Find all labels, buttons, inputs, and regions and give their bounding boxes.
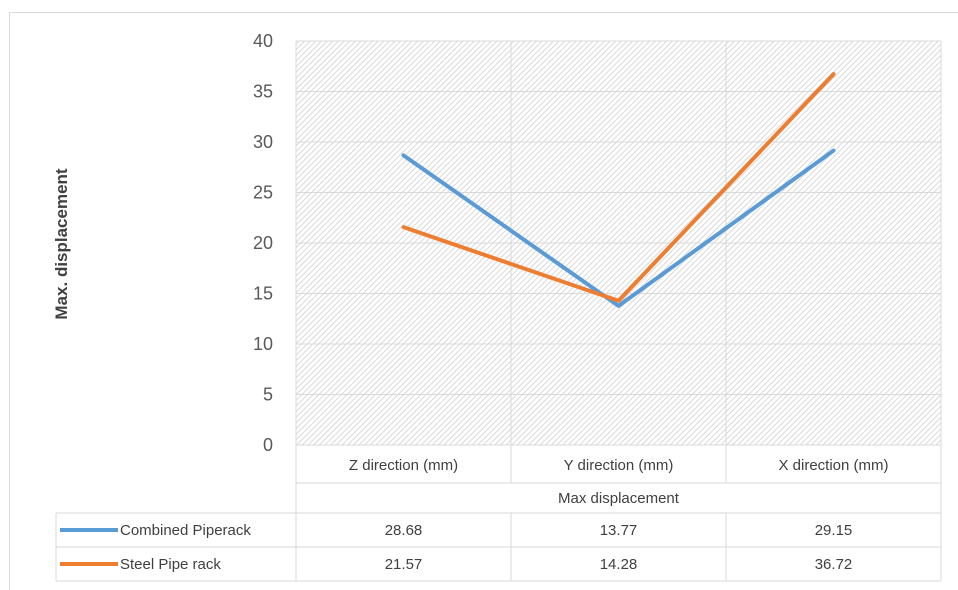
data-table: Z direction (mm) Y direction (mm) X direct… [55,445,942,582]
series-lines [401,72,836,308]
legend-entry: Combined Piperack [120,522,251,539]
y-tick-label: 5 [263,385,273,405]
y-tick-label: 0 [263,435,273,455]
y-axis-title: Max. displacement [52,168,71,320]
legend-entry: Steel Pipe rack [120,556,221,573]
data-label: 29.15 [815,522,853,539]
y-tick-label: 20 [253,233,273,253]
x-tick-label: X direction (mm) [778,457,888,474]
y-tick-label: 10 [253,334,273,354]
data-label: 36.72 [815,556,853,573]
series-line [401,148,836,308]
y-tick-label: 25 [253,183,273,203]
data-label: 13.77 [600,522,638,539]
data-label: 28.68 [385,522,423,539]
y-tick-label: 30 [253,132,273,152]
y-tick-label: 40 [253,31,273,51]
x-axis-title: Max displacement [558,490,680,507]
series-line [401,72,836,303]
x-tick-label: Z direction (mm) [349,457,458,474]
y-axis-ticks: 0 5 10 15 20 25 30 35 40 [253,31,273,455]
data-label: 14.28 [600,556,638,573]
y-tick-label: 15 [253,284,273,304]
x-tick-label: Y direction (mm) [564,457,674,474]
chart-frame [9,12,958,590]
data-label: 21.57 [385,556,423,573]
gridlines [295,40,942,446]
y-tick-label: 35 [253,82,273,102]
